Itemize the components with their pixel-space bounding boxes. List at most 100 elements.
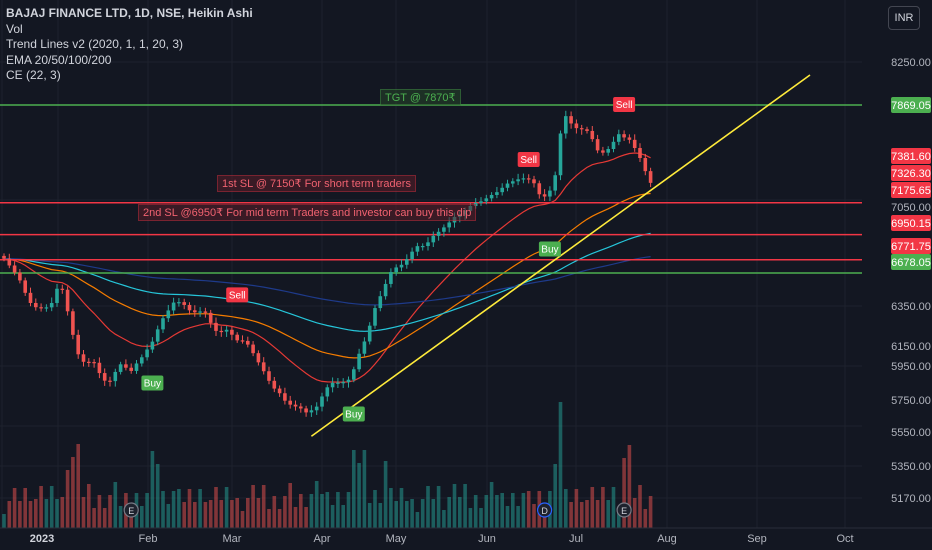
price-label: 6950.15 [891, 215, 931, 231]
candle-body [230, 329, 234, 335]
price-label: 7175.65 [891, 182, 931, 198]
candle-body [484, 198, 489, 202]
volume-bar [267, 509, 271, 528]
candle-body [431, 235, 436, 243]
volume-bar [346, 492, 351, 528]
volume-bar [489, 482, 494, 528]
y-tick-label: 5170.00 [891, 493, 931, 505]
indicator-vol[interactable]: Vol [6, 21, 23, 36]
event-marker: E [123, 502, 139, 518]
target-annotation[interactable]: TGT @ 7870₹ [380, 89, 461, 106]
volume-bar [23, 488, 27, 528]
candle-body [548, 190, 552, 197]
candle-body [81, 354, 86, 362]
volume-bar [155, 464, 160, 528]
candle-body [118, 364, 123, 372]
volume-bar [352, 450, 356, 528]
candle-body [537, 183, 542, 195]
volume-bar [49, 486, 54, 528]
candle-body [505, 183, 510, 188]
indicator-ce[interactable]: CE (22, 3) [6, 68, 61, 83]
volume-bar [484, 495, 489, 528]
volume-bar [320, 494, 324, 528]
candle-body [309, 410, 314, 413]
volume-bar [601, 487, 605, 528]
currency-button[interactable]: INR [888, 6, 920, 30]
candle-body [304, 408, 308, 413]
candle-body [495, 192, 499, 195]
stoploss-1-annotation[interactable]: 1st SL @ 7150₹ For short term traders [217, 175, 416, 192]
candle-body [261, 362, 266, 372]
candle-body [489, 194, 494, 199]
candle-body [410, 251, 414, 260]
event-circle [123, 502, 139, 518]
candle-body [161, 318, 165, 330]
volume-bar [102, 508, 107, 528]
candle-body [129, 367, 133, 371]
volume-bar [367, 503, 372, 528]
signal-box [342, 406, 365, 422]
signal-box [517, 151, 540, 167]
candle-body [357, 353, 361, 370]
event-label: E [621, 506, 627, 516]
candle-body [558, 133, 563, 176]
signal-box [538, 241, 561, 257]
volume-bar [314, 481, 319, 528]
price-label: 7869.05 [891, 97, 931, 113]
candle-body [405, 259, 409, 265]
candle-body [293, 404, 298, 407]
candle-body [198, 311, 202, 313]
price-label: 7326.30 [891, 165, 931, 181]
volume-bar [150, 451, 155, 528]
volume-bar [7, 501, 12, 528]
ema-200-line [3, 256, 651, 306]
volume-bar [436, 486, 441, 528]
x-tick-label: Jun [478, 533, 496, 545]
price-labels: 7869.05 7381.60 7326.30 7175.65 6950.15 6771.… [891, 97, 931, 270]
candle-body [595, 139, 600, 151]
candle-body [426, 242, 430, 247]
x-tick-label: Aug [657, 533, 677, 545]
candle-body [479, 201, 483, 204]
price-label-text: 7175.65 [891, 185, 931, 197]
indicator-ema[interactable]: EMA 20/50/100/200 [6, 52, 112, 67]
candle-body [373, 308, 377, 326]
y-tick-label: 7050.00 [891, 202, 931, 214]
candle-body [267, 371, 271, 381]
volume-bar [81, 497, 86, 528]
volume-bar [526, 491, 531, 528]
event-label: D [541, 506, 548, 516]
candle-body [288, 400, 292, 405]
candle-body [134, 363, 139, 371]
symbol-title[interactable]: BAJAJ FINANCE LTD, 1D, NSE, Heikin Ashi [6, 6, 253, 20]
buy-signal: Buy [342, 406, 365, 422]
volume-bar [92, 508, 96, 528]
signal-label: Buy [541, 245, 558, 256]
candle-body [574, 123, 579, 129]
signal-box [226, 287, 249, 303]
candle-body [97, 362, 102, 374]
volume-bar [458, 497, 462, 528]
volume-bar [113, 482, 118, 528]
candle-body [240, 340, 245, 342]
candle-body [251, 344, 255, 354]
volume-bar [648, 496, 653, 528]
y-tick-label: 8250.00 [891, 57, 931, 69]
candle-body [415, 246, 420, 252]
volume-bar [606, 500, 610, 528]
stoploss-2-annotation[interactable]: 2nd SL @6950₹ For mid term Traders and i… [138, 204, 477, 221]
y-tick-label: 5350.00 [891, 461, 931, 473]
volume-bar [87, 484, 91, 528]
volume-bar [399, 488, 404, 528]
ema-20-line [3, 152, 651, 383]
volume-bar [39, 486, 43, 528]
candle-body [49, 302, 54, 308]
indicator-trend-lines[interactable]: Trend Lines v2 (2020, 1, 1, 20, 3) [6, 37, 183, 52]
candle-body [214, 322, 218, 331]
volume-bar [463, 484, 467, 528]
price-label-box [891, 254, 931, 270]
volume-bar [256, 498, 261, 528]
